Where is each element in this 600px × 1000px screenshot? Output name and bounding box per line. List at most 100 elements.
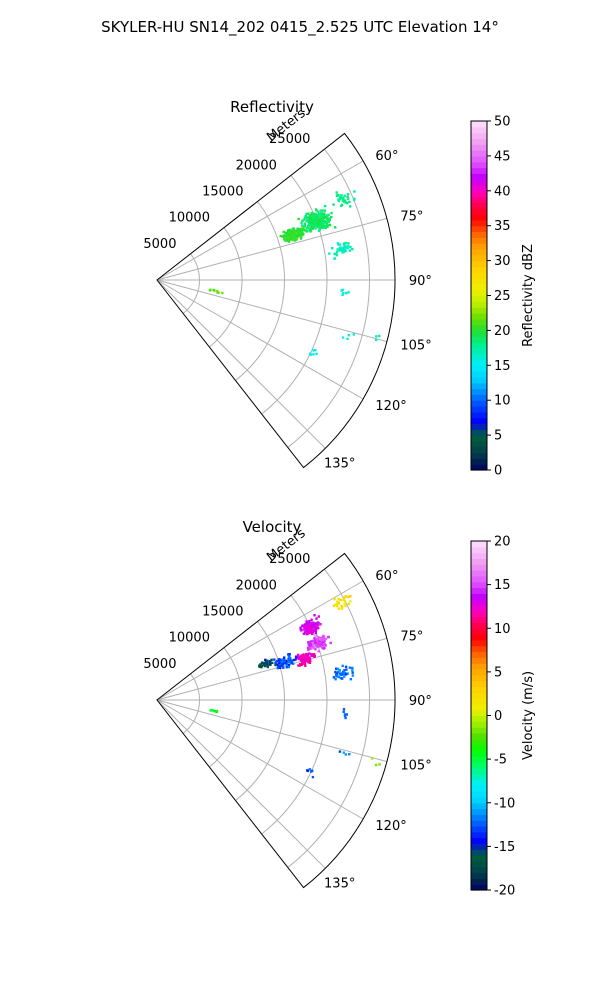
echo-point xyxy=(338,249,341,252)
echo-point xyxy=(276,663,280,666)
colorbar-segment xyxy=(471,721,487,728)
colorbar-tick-label: 10 xyxy=(494,622,511,637)
echo-point xyxy=(297,217,300,221)
echo-point xyxy=(334,226,337,229)
echo-point xyxy=(351,671,354,674)
colorbar-segment xyxy=(471,388,487,395)
echo-point xyxy=(303,659,306,662)
echo-point xyxy=(282,230,285,234)
colorbar-segment xyxy=(471,837,487,845)
echo-point xyxy=(290,661,293,664)
echo-point xyxy=(287,663,291,667)
echo-point xyxy=(287,655,291,658)
echo-point xyxy=(342,598,345,601)
colorbar-segment xyxy=(471,878,487,885)
echo-point xyxy=(310,223,314,226)
panel-title: Reflectivity xyxy=(230,98,314,116)
colorbar-segment xyxy=(471,791,487,798)
echo-point xyxy=(314,212,318,216)
echo-point xyxy=(287,661,290,664)
colorbar-tick-label: 50 xyxy=(494,115,511,130)
echo-point xyxy=(348,666,352,669)
echo-point xyxy=(308,227,311,231)
echo-point xyxy=(303,225,307,228)
echo-point xyxy=(308,620,311,623)
echo-point xyxy=(313,645,316,648)
echo-point xyxy=(276,666,279,670)
echo-point xyxy=(313,220,316,223)
echo-point xyxy=(349,678,352,681)
colorbar-segment xyxy=(471,541,487,548)
echo-point xyxy=(215,709,219,713)
echo-point xyxy=(305,230,309,233)
echo-point xyxy=(313,224,317,227)
echo-point xyxy=(351,666,354,670)
echo-point xyxy=(342,242,346,245)
echo-point xyxy=(260,666,263,669)
echo-point xyxy=(309,647,312,650)
echo-point xyxy=(304,625,308,628)
echo-point xyxy=(287,665,290,669)
echo-point xyxy=(302,218,306,221)
echo-point xyxy=(308,225,311,228)
azimuth-gridline xyxy=(156,699,326,869)
echo-point xyxy=(297,664,300,667)
colorbar-segment xyxy=(471,680,487,688)
echo-point xyxy=(280,661,284,664)
echo-point xyxy=(262,663,265,666)
colorbar-segment xyxy=(471,289,487,297)
echo-point xyxy=(288,656,292,660)
echo-point xyxy=(308,652,311,655)
echo-point xyxy=(313,655,316,659)
echo-point xyxy=(296,229,299,232)
echo-point xyxy=(321,224,325,227)
echo-point xyxy=(336,674,339,677)
colorbar-segment xyxy=(471,622,487,629)
colorbar-segment xyxy=(471,423,487,430)
echo-point xyxy=(305,218,309,222)
echo-point xyxy=(213,709,216,713)
echo-point xyxy=(311,775,315,779)
echo-point xyxy=(341,664,344,668)
colorbar-segment xyxy=(471,820,487,827)
range-ring xyxy=(182,253,200,314)
echo-point xyxy=(276,659,279,663)
echo-point xyxy=(342,710,345,713)
echo-point xyxy=(288,228,291,232)
colorbar-segment xyxy=(471,645,487,653)
echo-point xyxy=(309,645,312,649)
echo-point xyxy=(313,639,317,642)
echo-point xyxy=(299,626,302,629)
echo-point xyxy=(309,643,312,646)
echo-point xyxy=(301,228,305,231)
echo-point xyxy=(338,243,341,246)
azimuth-tick-label: 135° xyxy=(324,877,355,892)
colorbar-segment xyxy=(471,884,487,891)
echo-point xyxy=(294,236,297,240)
colorbar-segment xyxy=(471,144,487,151)
echo-point xyxy=(305,212,308,215)
echo-point xyxy=(294,658,297,661)
echo-point xyxy=(279,234,282,238)
echo-point xyxy=(317,621,320,625)
echo-point xyxy=(341,293,344,296)
range-tick-label: 25000 xyxy=(269,132,310,147)
echo-point xyxy=(346,246,349,250)
echo-point xyxy=(260,661,264,664)
echo-point xyxy=(378,334,381,338)
echo-point xyxy=(341,336,345,339)
colorbar-segment xyxy=(471,121,487,128)
echo-point xyxy=(211,709,214,712)
echo-point xyxy=(308,659,312,662)
echo-point xyxy=(303,631,307,634)
echo-point xyxy=(302,654,305,658)
colorbar-segment xyxy=(471,738,487,746)
echo-point xyxy=(315,352,318,355)
echo-point xyxy=(317,638,321,641)
colorbar-segment xyxy=(471,558,487,565)
echo-point xyxy=(337,607,340,610)
echo-point xyxy=(375,338,378,342)
colorbar-segment xyxy=(471,376,487,384)
range-tick-label: 15000 xyxy=(202,185,243,200)
range-ring xyxy=(261,175,328,415)
